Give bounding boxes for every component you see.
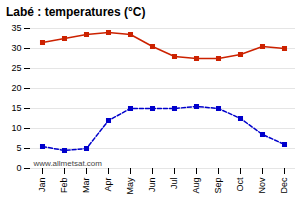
svg-text:0: 0 — [16, 163, 21, 173]
html-text:Labé : temperatures (°C): Labé : temperatures (°C) — [6, 5, 146, 19]
svg-text:5: 5 — [16, 143, 21, 153]
svg-text:Jan: Jan — [37, 178, 47, 193]
svg-text:20: 20 — [11, 83, 21, 93]
svg-text:Oct: Oct — [235, 177, 245, 192]
svg-text:35: 35 — [11, 23, 21, 33]
svg-text:May: May — [125, 177, 135, 195]
svg-text:Mar: Mar — [81, 177, 91, 193]
svg-text:30: 30 — [11, 43, 21, 53]
svg-text:Nov: Nov — [257, 177, 267, 194]
svg-text:Aug: Aug — [191, 178, 201, 194]
svg-text:10: 10 — [11, 123, 21, 133]
svg-text:15: 15 — [11, 103, 21, 113]
svg-text:Sep: Sep — [213, 178, 223, 194]
svg-text:Jul: Jul — [169, 178, 179, 190]
svg-text:www.allmetsat.com: www.allmetsat.com — [33, 159, 103, 168]
svg-text:Dec: Dec — [279, 177, 289, 194]
svg-text:25: 25 — [11, 63, 21, 73]
svg-text:Apr: Apr — [103, 178, 113, 192]
svg-text:Feb: Feb — [59, 178, 69, 194]
svg-text:Jun: Jun — [147, 178, 157, 193]
